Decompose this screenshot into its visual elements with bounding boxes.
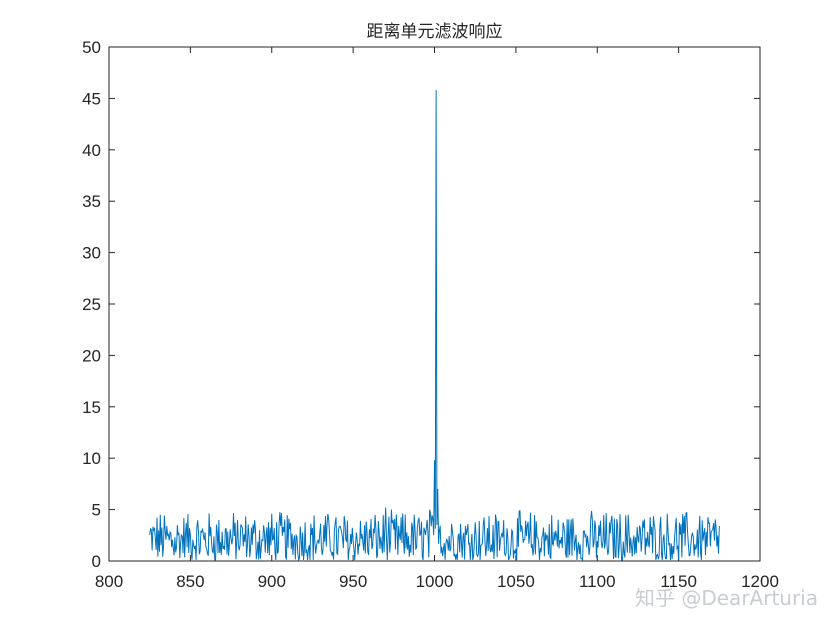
y-tick-label: 35	[82, 192, 101, 211]
axes-box	[108, 46, 761, 562]
x-tick-label: 1100	[579, 572, 616, 591]
x-tick-label: 1200	[741, 572, 779, 591]
axis-tick-labels: 800 850 900 950 1000 1050 1100 1150 1200 0 5 10 15 20…	[82, 38, 779, 591]
y-tick-label: 10	[82, 449, 101, 468]
y-tick-label: 30	[82, 244, 101, 263]
y-tick-label: 20	[82, 346, 101, 365]
y-tick-label: 0	[92, 552, 101, 571]
y-tick-label: 5	[92, 501, 101, 520]
x-tick-label: 800	[95, 572, 123, 591]
y-tick-label: 15	[82, 398, 101, 417]
x-tick-label: 1150	[660, 572, 697, 591]
x-tick-label: 1050	[497, 572, 535, 591]
x-tick-label: 850	[176, 572, 204, 591]
chart-title: 距离单元滤波响应	[367, 22, 503, 42]
x-tick-label: 900	[258, 572, 286, 591]
x-tick-label: 1000	[416, 572, 454, 591]
y-tick-label: 50	[82, 38, 101, 57]
watermark-text: 知乎 @DearArturia	[635, 586, 818, 610]
x-tick-label: 950	[339, 572, 367, 591]
y-tick-label: 40	[82, 141, 101, 160]
series-line	[149, 90, 720, 562]
y-tick-label: 45	[82, 89, 101, 108]
y-tick-label: 25	[82, 295, 101, 314]
